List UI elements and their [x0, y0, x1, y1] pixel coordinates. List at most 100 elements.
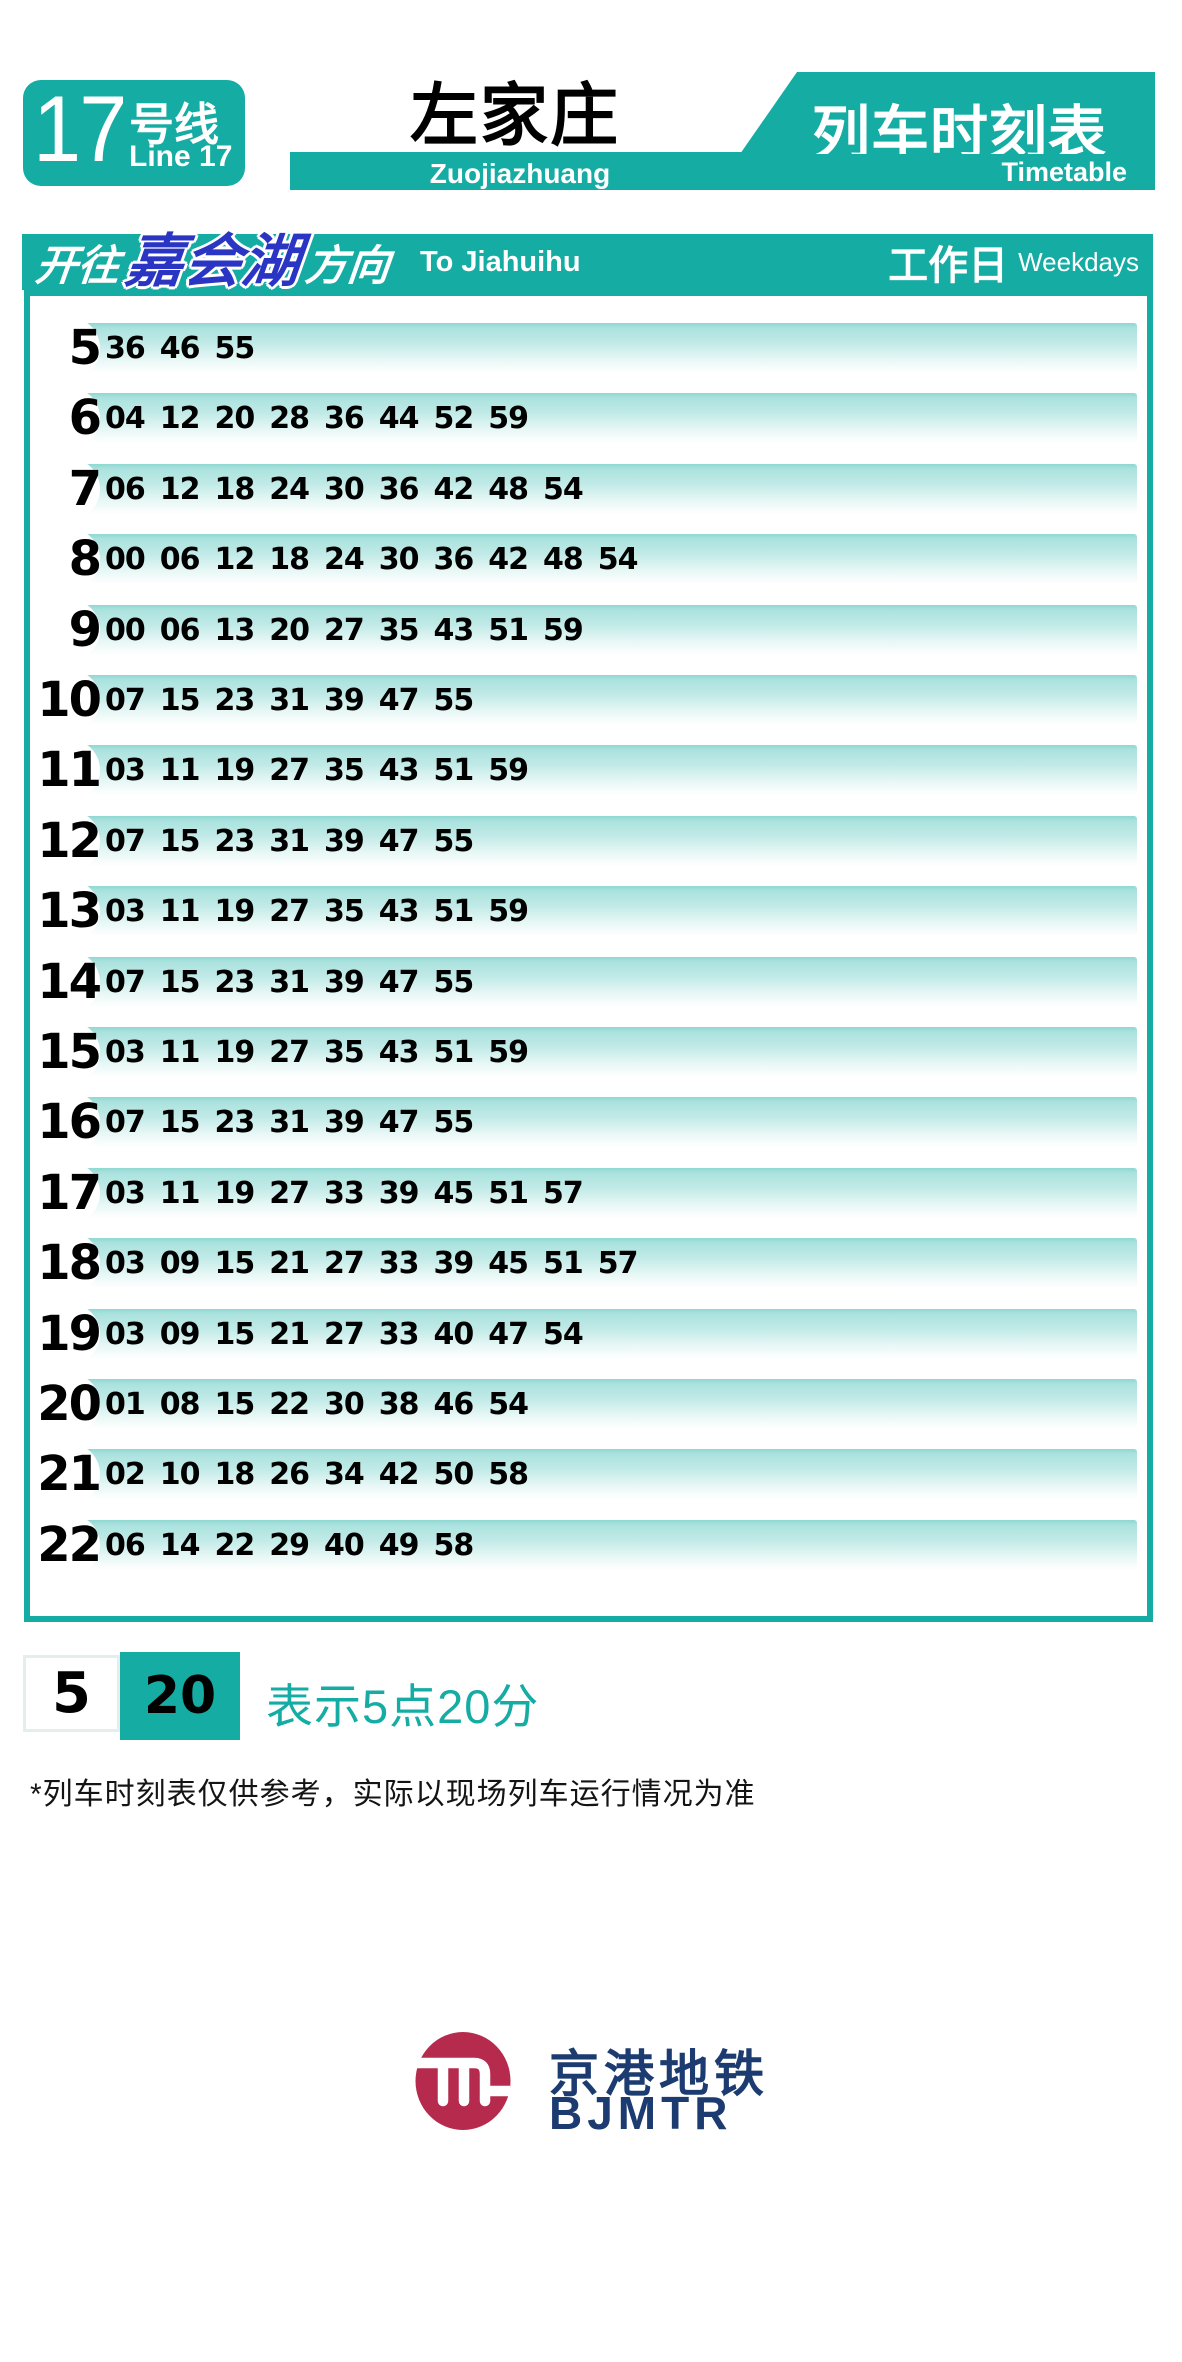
minute-list: 01 08 15 22 30 38 46 54: [105, 1379, 543, 1429]
minute-value: 42: [488, 542, 529, 578]
hour-label: 9: [68, 601, 102, 658]
line-name-en: Line 17: [129, 140, 233, 173]
minute-value: 04: [105, 401, 146, 437]
row-band: [62, 745, 1137, 796]
minute-value: 27: [269, 753, 310, 789]
title-block: 列车时刻表: [740, 72, 1155, 154]
timetable-row: 7 06 12 18 24 30 36 42 48 54: [30, 457, 1147, 520]
minute-value: 59: [488, 894, 529, 930]
minute-value: 31: [269, 823, 310, 859]
timetable-row: 11 03 11 19 27 35 43 51 59: [30, 739, 1147, 802]
minute-list: 00 06 13 20 27 35 43 51 59: [105, 605, 598, 655]
minute-value: 36: [433, 542, 475, 578]
hour-bulge: [38, 739, 100, 802]
hour-bulge: [38, 1021, 100, 1083]
minute-list: 06 12 18 24 30 36 42 48 54: [105, 464, 598, 514]
minute-value: 46: [433, 1387, 475, 1422]
minute-value: 33: [378, 1246, 420, 1282]
service-day-cn: 工作日: [888, 244, 1009, 288]
hour-label: 14: [37, 953, 102, 1010]
minute-value: 07: [105, 823, 146, 859]
hour-bulge: [38, 880, 100, 943]
minute-value: 27: [324, 1316, 365, 1352]
minute-value: 23: [214, 964, 256, 1000]
minute-list: 04 12 20 28 36 44 52 59: [105, 393, 543, 443]
minute-value: 24: [269, 471, 310, 507]
minute-value: 18: [269, 542, 310, 578]
minute-value: 15: [214, 1387, 256, 1422]
minute-list: 06 14 22 29 40 49 58: [105, 1520, 488, 1570]
page-title-cn: 列车时刻表: [811, 101, 1107, 166]
timetable-row: 10 07 15 23 31 39 47 55: [30, 669, 1147, 731]
minute-value: 27: [324, 1246, 365, 1282]
minute-value: 15: [214, 1246, 256, 1282]
hour-bulge: [38, 1513, 100, 1576]
timetable-row: 20 01 08 15 22 30 38 46 54: [30, 1373, 1147, 1435]
minute-value: 39: [324, 823, 365, 859]
minute-value: 47: [378, 683, 420, 718]
hour-bulge: [38, 950, 100, 1013]
minute-value: 51: [433, 1035, 475, 1070]
station-name-cn: 左家庄: [409, 78, 620, 154]
minute-value: 00: [105, 612, 146, 648]
minute-value: 18: [214, 1457, 256, 1493]
minute-value: 23: [214, 823, 256, 859]
minute-value: 36: [378, 471, 420, 507]
minute-value: 10: [159, 1457, 201, 1493]
hour-bulge: [38, 1302, 100, 1365]
minute-value: 08: [159, 1387, 201, 1422]
minute-value: 20: [214, 401, 256, 437]
logo-text-en: BJMTR: [549, 2087, 733, 2139]
legend-caption: 表示5点20分: [266, 1680, 540, 1733]
minute-value: 12: [214, 542, 256, 578]
minute-value: 14: [159, 1527, 201, 1563]
minute-value: 51: [488, 612, 529, 648]
minute-value: 54: [597, 542, 639, 578]
minute-value: 43: [378, 753, 420, 789]
minute-value: 39: [433, 1246, 475, 1282]
minute-value: 11: [159, 753, 201, 789]
legend-minute-box: 20: [120, 1652, 240, 1740]
hour-label: 19: [37, 1305, 102, 1362]
minute-value: 35: [324, 753, 365, 789]
minute-value: 52: [433, 401, 475, 437]
minute-value: 18: [214, 471, 256, 507]
minute-value: 19: [214, 1035, 256, 1070]
minute-list: 03 11 19 27 35 43 51 59: [105, 1027, 543, 1077]
minute-value: 36: [105, 331, 146, 366]
row-band: [62, 1097, 1137, 1148]
minute-value: 40: [433, 1316, 475, 1352]
minute-value: 55: [433, 1105, 475, 1141]
station-name-en: Zuojiazhuang: [429, 158, 611, 189]
row-band: [62, 604, 1137, 655]
minute-value: 15: [159, 964, 201, 1000]
minute-value: 27: [269, 894, 310, 930]
hour-label: 16: [37, 1094, 102, 1151]
hour-label: 5: [68, 320, 102, 376]
minute-value: 59: [488, 1035, 529, 1070]
minute-value: 15: [214, 1316, 256, 1352]
row-band: [62, 815, 1137, 866]
minute-value: 03: [105, 1175, 146, 1211]
minute-value: 31: [269, 1105, 310, 1141]
minute-value: 59: [488, 401, 529, 437]
row-band: [62, 956, 1137, 1007]
minute-value: 21: [269, 1316, 310, 1352]
minute-value: 15: [159, 1105, 201, 1141]
service-day-en: Weekdays: [1018, 246, 1139, 277]
minute-value: 30: [324, 471, 365, 507]
hour-label: 7: [68, 460, 102, 517]
minute-value: 03: [105, 1035, 146, 1070]
minute-value: 51: [543, 1246, 584, 1282]
minute-value: 35: [324, 894, 365, 930]
minute-value: 35: [324, 1035, 365, 1070]
minute-value: 11: [159, 1035, 201, 1070]
line-badge: 17 号线 Line 17: [23, 76, 245, 186]
minute-value: 03: [105, 1246, 146, 1282]
minute-value: 29: [269, 1527, 310, 1563]
row-band: [62, 534, 1137, 585]
hour-bulge: [38, 1161, 100, 1224]
timetable-row: 5 36 46 55: [30, 317, 1147, 379]
minute-list: 03 11 19 27 35 43 51 59: [105, 886, 543, 936]
